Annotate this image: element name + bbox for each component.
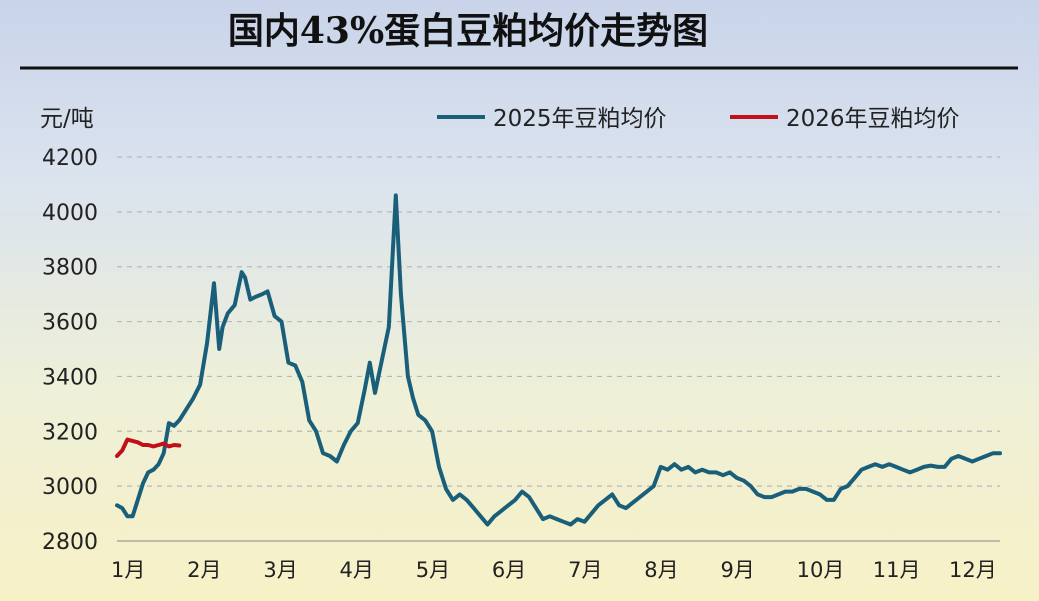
y-tick-label: 3600 — [42, 311, 98, 336]
y-tick-label: 4200 — [42, 146, 98, 171]
x-tick-label: 1月 — [111, 558, 145, 582]
y-tick-label: 3800 — [42, 256, 98, 281]
x-tick-label: 10月 — [797, 558, 845, 582]
series-lines — [115, 193, 1002, 527]
x-tick-label: 3月 — [263, 558, 297, 582]
x-tick-label: 2月 — [187, 558, 221, 582]
x-tick-label: 12月 — [949, 558, 997, 582]
x-tick-label: 5月 — [416, 558, 450, 582]
y-tick-label: 3400 — [42, 365, 98, 390]
x-axis-ticks: 1月 2月 3月 4月 5月 6月 7月 8月 9月 10月 11月 12月 — [111, 558, 997, 582]
x-tick-label: 6月 — [492, 558, 526, 582]
y-tick-label: 3000 — [42, 475, 98, 500]
legend-label-0: 2025年豆粕均价 — [493, 106, 667, 132]
y-tick-label: 4000 — [42, 201, 98, 226]
y-axis-unit-label: 元/吨 — [40, 106, 94, 132]
chart-title: 国内43%蛋白豆粕均价走势图 — [228, 10, 708, 52]
legend-label-1: 2026年豆粕均价 — [786, 106, 960, 132]
y-axis-ticks: 2800 3000 3200 3400 3600 3800 4000 4200 — [42, 146, 98, 555]
x-tick-label: 7月 — [568, 558, 602, 582]
x-tick-label: 4月 — [340, 558, 374, 582]
x-tick-label: 8月 — [644, 558, 678, 582]
gridlines — [117, 156, 1000, 542]
y-tick-label: 3200 — [42, 420, 98, 445]
series-line-0 — [115, 193, 1002, 527]
series-line-1 — [115, 437, 182, 458]
y-tick-label: 2800 — [42, 530, 98, 555]
x-tick-label: 9月 — [720, 558, 754, 582]
legend: 2025年豆粕均价 2026年豆粕均价 — [437, 106, 960, 132]
x-tick-label: 11月 — [873, 558, 921, 582]
